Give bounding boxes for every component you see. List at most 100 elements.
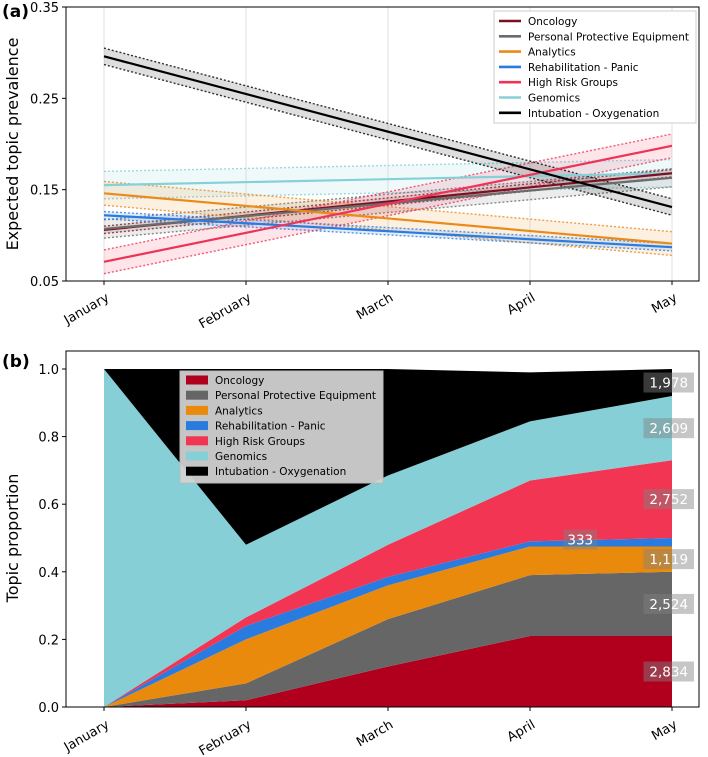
panel-a-line-genomics xyxy=(103,172,673,187)
panel-a-ci-upper-analytics xyxy=(103,180,673,233)
panel-b-data-label-bg xyxy=(643,549,694,570)
panel-a-ci-lower-high-risk-groups xyxy=(103,157,673,275)
panel-b-legend-label-oncology: Oncology xyxy=(215,375,264,387)
panel-b-data-label-bg xyxy=(643,418,694,439)
panel-b-legend-swatch-personal-protective-equipment xyxy=(186,390,208,400)
panel-b-xtick-label: February xyxy=(197,717,255,757)
panel-a-ytick-label: 0.15 xyxy=(30,184,59,199)
panel-b-legend-label-analytics: Analytics xyxy=(215,405,263,417)
panel-b-legend-swatch-high-risk-groups xyxy=(186,436,208,446)
panel-b-x-ticks: January February March April May xyxy=(61,707,680,757)
panel-b-data-label-text: 2,524 xyxy=(649,597,688,613)
panel-b-area-genomics xyxy=(104,369,672,707)
panel-b-legend-label-high-risk-groups: High Risk Groups xyxy=(215,436,305,448)
panel-a-legend-label-personal-protective-equipment: Personal Protective Equipment xyxy=(528,31,689,43)
panel-b-data-label-intubation-oxygenation: 1,978 xyxy=(643,372,694,393)
panel-b-data-label-text: 2,752 xyxy=(649,492,688,508)
panel-a-ci-lower-oncology xyxy=(103,176,673,235)
panel-b-data-label-bg xyxy=(643,593,694,614)
panel-a-legend-label-intubation-oxygenation: Intubation - Oxygenation xyxy=(528,108,659,120)
panel-a-legend-label-high-risk-groups: High Risk Groups xyxy=(528,77,618,89)
panel-a-xtick-label: April xyxy=(505,290,538,318)
panel-b-data-label-bg xyxy=(643,372,694,393)
panel-b-xtick-label: March xyxy=(354,717,396,750)
panel-b-data-label-text: 1,978 xyxy=(649,376,688,392)
panel-b-area-personal-protective-equipment xyxy=(104,571,672,707)
panel-a-ytick-label: 0.25 xyxy=(30,92,59,107)
panel-b-data-labels: 2,834 2,524 1,119 333 2,752 2,609 1,978 xyxy=(563,372,694,682)
panel-a-line-high-risk-groups xyxy=(103,144,673,263)
panel-b-data-label-text: 1,119 xyxy=(649,552,688,568)
panel-b-area-analytics xyxy=(104,546,672,707)
panel-a-y-axis-label: Expected topic prevalence xyxy=(3,38,22,251)
panel-a-ci-upper-rehabilitation-panic xyxy=(103,210,673,245)
panel-b-label: (b) xyxy=(2,352,30,372)
panel-b-data-label-text: 2,834 xyxy=(649,665,688,681)
panel-a-ci-upper-personal-protective-equipment xyxy=(103,167,673,221)
panel-a-label: (a) xyxy=(2,2,29,22)
panel-b-xtick-label: April xyxy=(505,717,538,745)
panel-b-legend-swatch-rehabilitation-panic xyxy=(186,421,208,431)
panel-a-plot-frame xyxy=(65,6,700,282)
panel-a-ci-lower-personal-protective-equipment xyxy=(103,186,673,239)
panel-a-line-analytics xyxy=(103,192,673,245)
panel-a-ci-upper-intubation-oxygenation xyxy=(103,47,673,200)
panel-b-legend-label-rehabilitation-panic: Rehabilitation - Panic xyxy=(215,421,326,433)
panel-b-legend-label-genomics: Genomics xyxy=(215,451,267,463)
panel-b-data-label-text: 2,609 xyxy=(649,421,688,437)
panel-b-legend-swatch-oncology xyxy=(186,375,208,385)
panel-b-area-high-risk-groups xyxy=(104,460,672,707)
panel-b-legend-label-personal-protective-equipment: Personal Protective Equipment xyxy=(215,390,376,402)
panel-b-ytick-label: 0.6 xyxy=(38,498,59,513)
panel-b-data-label-bg xyxy=(563,529,597,550)
panel-b-ytick-label: 0.8 xyxy=(38,431,59,446)
panel-a-ci-lower-genomics xyxy=(103,186,673,200)
panel-a-ytick-label: 0.05 xyxy=(30,275,59,290)
panel-b-data-label-oncology: 2,834 xyxy=(643,661,694,682)
panel-b-legend-swatch-genomics xyxy=(186,451,208,461)
panel-b-data-label-rehabilitation-panic: 333 xyxy=(563,529,597,550)
panel-b-legend-swatch-intubation-oxygenation xyxy=(186,466,208,476)
panel-a-x-ticks: January February March April May xyxy=(61,281,680,332)
panel-b-y-ticks: 0.0 0.2 0.4 0.6 0.8 1.0 xyxy=(38,363,66,716)
panel-b-ytick-label: 0.4 xyxy=(38,566,59,581)
panel-b-xtick-label: January xyxy=(61,717,112,755)
panel-a-legend-box xyxy=(493,10,697,124)
panel-a-line-rehabilitation-panic xyxy=(103,214,673,249)
panel-a-ci-lower-intubation-oxygenation xyxy=(103,63,673,216)
panel-a-xtick-label: May xyxy=(649,290,680,317)
panel-b-data-label-personal-protective-equipment: 2,524 xyxy=(643,593,694,614)
panel-a-legend-label-rehabilitation-panic: Rehabilitation - Panic xyxy=(528,62,639,74)
panel-a-ci-upper-high-risk-groups xyxy=(103,133,673,251)
panel-b-data-label-genomics: 2,609 xyxy=(643,418,694,439)
panel-b-ytick-label: 0.0 xyxy=(38,701,59,716)
panel-b-area-oncology xyxy=(104,636,672,707)
panel-a-legend-label-genomics: Genomics xyxy=(528,93,580,105)
panel-b-xtick-label: May xyxy=(649,717,680,744)
panel-b-data-label-bg xyxy=(643,661,694,682)
panel-a-xtick-label: February xyxy=(197,290,255,332)
panel-b-legend-swatch-analytics xyxy=(186,405,208,415)
panel-b-y-axis-label: Topic proportion xyxy=(3,474,22,604)
panel-a-legend-label-analytics: Analytics xyxy=(528,47,576,59)
panel-b-plot-frame xyxy=(65,350,700,708)
panel-a-series-lines xyxy=(103,55,673,263)
panel-a-ci-lower-rehabilitation-panic xyxy=(103,218,673,252)
panel-b-data-label-text: 333 xyxy=(567,533,593,549)
panel-b-ytick-label: 1.0 xyxy=(38,363,59,378)
panel-b-legend: Oncology Personal Protective Equipment Ana… xyxy=(179,370,384,484)
panel-a-line-chart: (a) 0.05 0.15 0.25 0.35 January February Marc… xyxy=(2,1,700,332)
panel-b-data-label-analytics: 1,119 xyxy=(643,549,694,570)
panel-b-ytick-label: 0.2 xyxy=(38,633,59,648)
panel-a-ci-upper-oncology xyxy=(103,168,673,227)
panel-a-ci-upper-genomics xyxy=(103,158,673,173)
panel-a-line-intubation-oxygenation xyxy=(103,55,673,209)
panel-b-legend-label-intubation-oxygenation: Intubation - Oxygenation xyxy=(215,466,346,478)
panel-a-ytick-label: 0.35 xyxy=(30,1,59,16)
panel-b-data-label-bg xyxy=(643,489,694,510)
panel-a-legend-label-oncology: Oncology xyxy=(528,16,577,28)
panel-a-legend: Oncology Personal Protective Equipment Ana… xyxy=(493,10,697,124)
panel-b-area-chart: (b) 2,834 2,524 1,119 333 2,752 2,609 1,978 0.… xyxy=(2,350,700,757)
panel-b-legend-box xyxy=(179,370,384,484)
